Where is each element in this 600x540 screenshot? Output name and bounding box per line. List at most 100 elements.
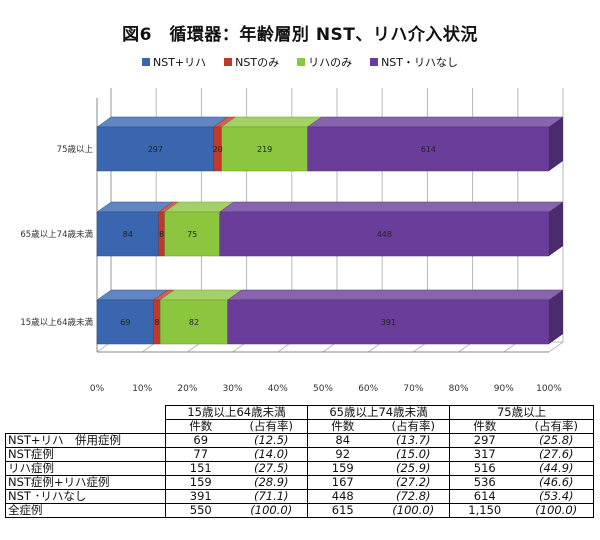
x-tick-label: 50%	[313, 384, 333, 394]
table-cell: (13.7)	[377, 433, 450, 448]
table-cell: 84	[307, 433, 378, 448]
table-cell: (100.0)	[377, 503, 450, 518]
table-cell: (46.6)	[519, 475, 595, 490]
table-subheader: (占有率)	[377, 419, 450, 434]
table-cell: 391	[165, 489, 236, 504]
legend-label: NST・リハなし	[381, 56, 459, 69]
legend-swatch	[370, 58, 379, 66]
x-tick-label: 0%	[90, 384, 105, 394]
table-cell: (100.0)	[235, 503, 308, 518]
legend-item: リハのみ	[297, 54, 352, 70]
legend-item: NST・リハなし	[370, 54, 458, 70]
table-cell: 151	[165, 461, 236, 476]
table-row-label: NST ･リハなし	[5, 489, 166, 504]
bar-data-label: 448	[377, 230, 392, 239]
table-row-label: NST+リハ 併用症例	[5, 433, 166, 448]
x-tick-label: 100%	[536, 384, 562, 394]
x-tick-label: 60%	[358, 384, 378, 394]
table-group-header: 75歳以上	[448, 405, 595, 420]
table-cell: (25.8)	[519, 433, 595, 448]
bar-top-face	[220, 116, 323, 128]
bar-data-label: 614	[421, 145, 436, 154]
table-row: NST+リハ 併用症例 69 (12.5) 84 (13.7) 297 (25.…	[5, 433, 595, 448]
bar-segment	[164, 211, 220, 257]
table-cell: (27.5)	[235, 461, 308, 476]
bar-segment	[227, 299, 550, 345]
x-tick-label: 20%	[177, 384, 197, 394]
table-group-header: 65歳以上74歳未満	[307, 405, 450, 420]
bar-segment	[96, 126, 214, 172]
legend-swatch	[297, 58, 306, 66]
table-cell: 167	[307, 475, 378, 490]
table-cell: (12.5)	[235, 433, 308, 448]
table-cell: 614	[449, 489, 520, 504]
table-cell: 297	[449, 433, 520, 448]
floor-gridline	[548, 341, 564, 353]
category-label: 15歳以上64歳未満	[20, 317, 93, 328]
bar-segment	[96, 211, 159, 257]
table-row-label: NST症例	[5, 447, 166, 462]
bar-data-label: 20	[213, 145, 223, 154]
bar-data-label: 219	[257, 145, 272, 154]
table-subheader-row: 件数 (占有率) 件数 (占有率) 件数 (占有率)	[6, 419, 595, 434]
bar-top-face	[218, 201, 564, 213]
table-cell: 550	[165, 503, 236, 518]
table-cell: 159	[165, 475, 236, 490]
table-cell: (28.9)	[235, 475, 308, 490]
legend-label: リハのみ	[308, 56, 353, 69]
table-subheader: 件数	[165, 419, 236, 434]
table-row: 全症例 550 (100.0) 615 (100.0) 1,150 (100.0…	[5, 503, 595, 518]
bar-data-label: 75	[187, 230, 197, 239]
bar-data-label: 8	[154, 318, 159, 327]
table-row-label: NST症例+リハ症例	[5, 475, 166, 490]
table-cell: 159	[307, 461, 378, 476]
bar-side-face	[549, 290, 563, 344]
bar-data-label: 84	[123, 230, 133, 239]
legend-item: NST+リハ	[141, 54, 207, 70]
bar-top-face	[226, 289, 564, 301]
bar-data-label: 391	[381, 318, 396, 327]
table-group-header: 15歳以上64歳未満	[165, 405, 308, 420]
bar-segment	[219, 211, 550, 257]
legend-swatch	[224, 58, 233, 66]
legend-label: NST+リハ	[152, 56, 207, 69]
data-table: 15歳以上64歳未満 65歳以上74歳未満 75歳以上 件数 (占有率) 件数 …	[5, 405, 595, 518]
bar-top-face	[306, 116, 564, 128]
bar-data-label: 8	[159, 230, 164, 239]
table-cell: (72.8)	[377, 489, 450, 504]
bar-segment	[96, 299, 154, 345]
chart-legend: NST+リハ NSTのみ リハのみ NST・リハなし	[0, 54, 600, 70]
bar-data-label: 69	[120, 318, 130, 327]
table-cell: (44.9)	[519, 461, 595, 476]
category-label: 75歳以上	[57, 144, 94, 155]
table-row-label: 全症例	[5, 503, 166, 518]
table-row: リハ症例 151 (27.5) 159 (25.9) 516 (44.9)	[5, 461, 595, 476]
table-cell: 317	[449, 447, 520, 462]
chart-title: 図6 循環器：年齢層別 NST、リハ介入状況	[122, 25, 478, 45]
x-tick-label: 80%	[449, 384, 469, 394]
table-cell: (25.9)	[377, 461, 450, 476]
legend-item: NSTのみ	[224, 54, 279, 70]
table-corner-cell	[6, 420, 166, 434]
table-cell: (27.2)	[377, 475, 450, 490]
table-cell: 1,150	[449, 503, 520, 518]
table-cell: 536	[449, 475, 520, 490]
table-cell: 615	[307, 503, 378, 518]
table-row: NST症例 77 (14.0) 92 (15.0) 317 (27.6)	[5, 447, 595, 462]
legend-swatch	[141, 58, 150, 66]
x-tick-label: 70%	[403, 384, 423, 394]
table-cell: 516	[449, 461, 520, 476]
table-cell: 448	[307, 489, 378, 504]
table-subheader: 件数	[449, 419, 520, 434]
x-tick-label: 90%	[494, 384, 514, 394]
table-cell: (53.4)	[519, 489, 595, 504]
table-row-label: リハ症例	[5, 461, 166, 476]
bar-top-face	[96, 116, 229, 128]
table-corner-cell	[6, 406, 166, 420]
table-cell: (71.1)	[235, 489, 308, 504]
table-cell: 69	[165, 433, 236, 448]
table-cell: 92	[307, 447, 378, 462]
table-subheader: (占有率)	[519, 419, 595, 434]
table-cell: 77	[165, 447, 236, 462]
bar-side-face	[549, 202, 563, 256]
